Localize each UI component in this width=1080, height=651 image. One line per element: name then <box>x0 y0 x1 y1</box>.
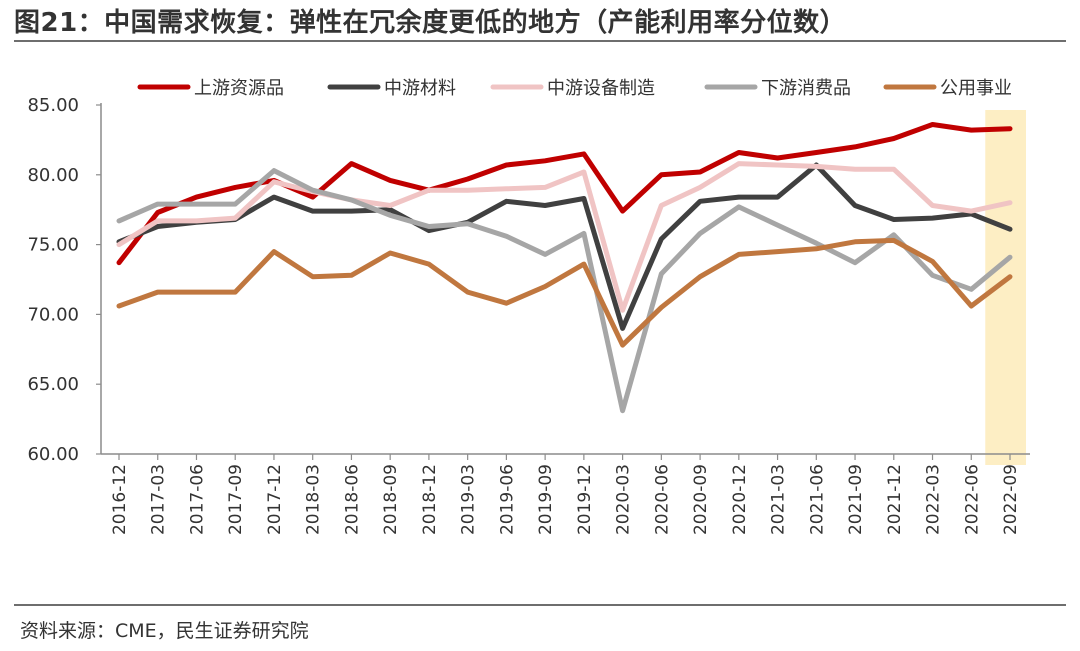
x-tick-label: 2021-06 <box>807 464 827 535</box>
x-tick-label: 2017-06 <box>187 464 207 535</box>
x-tick-label: 2017-03 <box>149 464 169 535</box>
y-tick-label: 60.00 <box>27 444 79 465</box>
footer-rule <box>14 604 1066 606</box>
legend-label-2: 中游材料 <box>384 78 456 99</box>
source-note: 资料来源：CME，民生证券研究院 <box>20 620 309 642</box>
x-tick-label: 2022-06 <box>962 464 982 535</box>
legend-label-1: 上游资源品 <box>194 78 284 99</box>
series-line-2 <box>116 162 1013 331</box>
series-line-5 <box>116 237 1013 348</box>
title-rule <box>14 40 1066 42</box>
x-tick-label: 2022-09 <box>1001 464 1021 535</box>
y-tick-label: 70.00 <box>27 304 79 325</box>
x-tick-label: 2020-12 <box>730 464 750 535</box>
x-tick-label: 2021-09 <box>846 464 866 535</box>
x-tick-label: 2020-09 <box>691 464 711 535</box>
y-tick-label: 85.00 <box>27 95 79 116</box>
x-tick-label: 2017-12 <box>265 464 285 535</box>
series-line-1 <box>116 122 1013 266</box>
x-tick-label: 2022-03 <box>924 464 944 535</box>
x-tick-label: 2019-03 <box>459 464 479 535</box>
x-tick-label: 2021-03 <box>769 464 789 535</box>
highlight-band <box>985 110 1026 465</box>
x-tick-label: 2019-12 <box>575 464 595 535</box>
x-tick-label: 2018-03 <box>304 464 324 535</box>
x-tick-label: 2021-12 <box>885 464 905 535</box>
x-tick-label: 2018-09 <box>381 464 401 535</box>
legend-label-3: 中游设备制造 <box>547 78 655 99</box>
x-tick-label: 2019-09 <box>536 464 556 535</box>
line-chart: 60.00 65.00 70.00 75.00 80.00 85.00 2016-12 201… <box>27 78 1030 535</box>
series-line-4 <box>116 168 1013 414</box>
figure-title: 图21：中国需求恢复：弹性在冗余度更低的地方（产能利用率分位数） <box>14 8 847 38</box>
x-tick-label: 2018-12 <box>420 464 440 535</box>
x-tick-label: 2020-06 <box>652 464 672 535</box>
y-tick-label: 65.00 <box>27 374 79 395</box>
x-tick-label: 2016-12 <box>110 464 130 535</box>
legend-label-5: 公用事业 <box>940 78 1012 99</box>
x-tick-label: 2017-09 <box>226 464 246 535</box>
y-tick-label: 80.00 <box>27 165 79 186</box>
x-tick-label: 2019-06 <box>497 464 517 535</box>
y-tick-label: 75.00 <box>27 235 79 256</box>
series-line-3 <box>116 161 1013 313</box>
x-tick-label: 2018-06 <box>342 464 362 535</box>
x-tick-label: 2020-03 <box>614 464 634 535</box>
legend-label-4: 下游消费品 <box>761 78 851 99</box>
